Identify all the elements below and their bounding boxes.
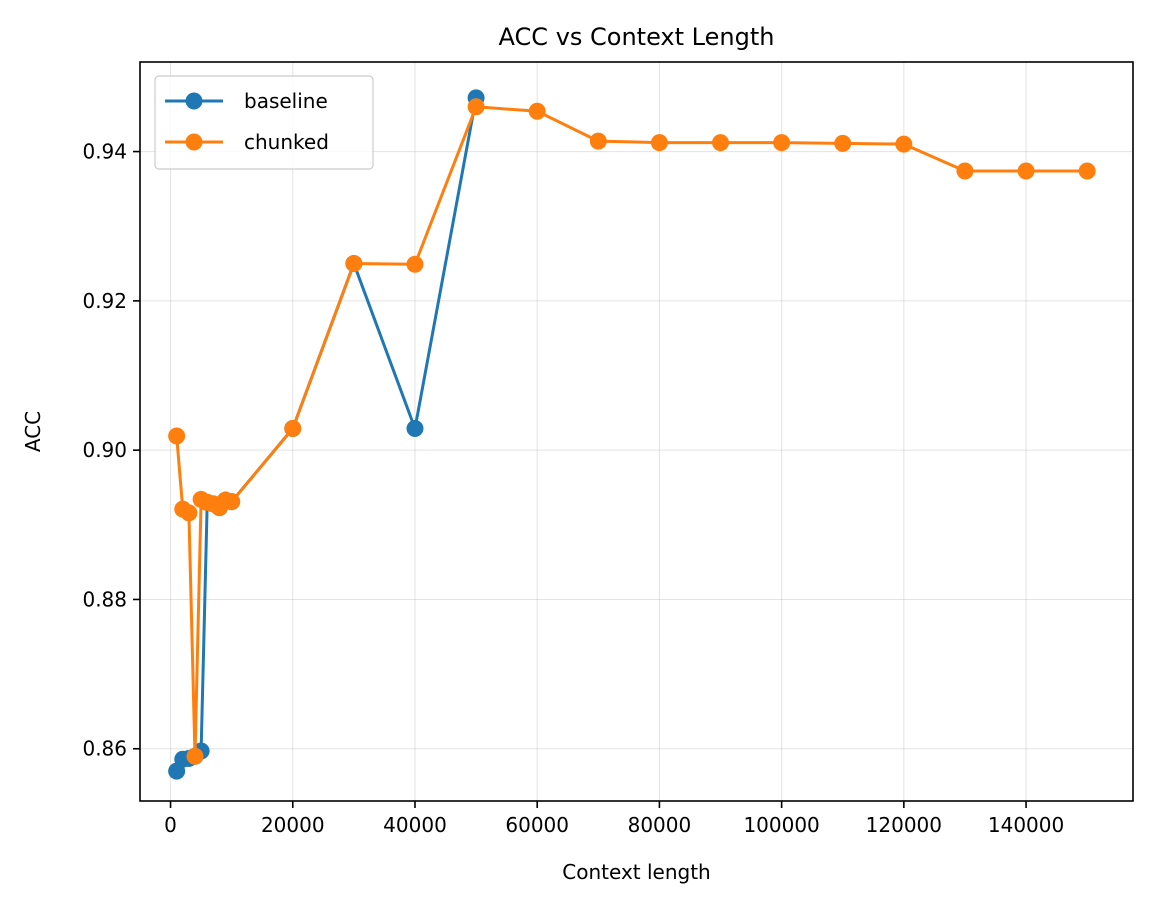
data-point-chunked <box>895 135 913 153</box>
data-point-chunked <box>589 132 607 150</box>
data-point-chunked <box>650 134 668 152</box>
x-tick-label: 60000 <box>505 813 569 837</box>
data-point-chunked <box>773 134 791 152</box>
chart-title: ACC vs Context Length <box>499 23 775 51</box>
data-point-chunked <box>834 134 852 152</box>
x-tick-label: 0 <box>164 813 177 837</box>
data-point-chunked <box>186 747 204 765</box>
y-tick-label: 0.90 <box>82 438 127 462</box>
series-line-chunked <box>175 105 1088 758</box>
data-point-chunked <box>180 504 198 522</box>
series-layer <box>168 89 1096 780</box>
data-point-chunked <box>284 420 302 438</box>
x-tick-label: 80000 <box>628 813 692 837</box>
data-point-chunked <box>1078 162 1096 180</box>
y-tick-label: 0.88 <box>82 587 127 611</box>
legend-box <box>154 75 374 170</box>
data-point-chunked <box>223 493 241 511</box>
legend-label-chunked: chunked <box>244 130 329 154</box>
x-axis-label: Context length <box>562 860 710 884</box>
x-tick-label: 20000 <box>261 813 325 837</box>
legend-label-baseline: baseline <box>244 89 328 113</box>
legend: baseline chunked <box>154 75 374 170</box>
legend-marker-baseline <box>185 92 203 110</box>
data-point-chunked <box>712 134 730 152</box>
plot-frame <box>139 61 1134 802</box>
x-tick-label: 100000 <box>743 813 819 837</box>
axis-ticks: 0 20000 40000 60000 80000 100000 120000 140000 0… <box>82 140 1064 837</box>
data-point-baseline <box>406 420 424 438</box>
x-tick-label: 120000 <box>866 813 942 837</box>
legend-marker-chunked <box>185 133 203 151</box>
y-tick-label: 0.92 <box>82 289 127 313</box>
x-tick-label: 140000 <box>988 813 1064 837</box>
data-point-chunked <box>406 255 424 273</box>
data-point-chunked <box>467 98 485 116</box>
data-point-chunked <box>168 427 186 445</box>
data-point-chunked <box>528 102 546 120</box>
data-point-chunked <box>345 255 363 273</box>
y-tick-label: 0.94 <box>82 140 127 164</box>
data-point-chunked <box>956 162 974 180</box>
y-tick-label: 0.86 <box>82 737 127 761</box>
x-tick-label: 40000 <box>383 813 447 837</box>
data-point-chunked <box>1017 162 1035 180</box>
y-axis-label: ACC <box>21 411 45 452</box>
